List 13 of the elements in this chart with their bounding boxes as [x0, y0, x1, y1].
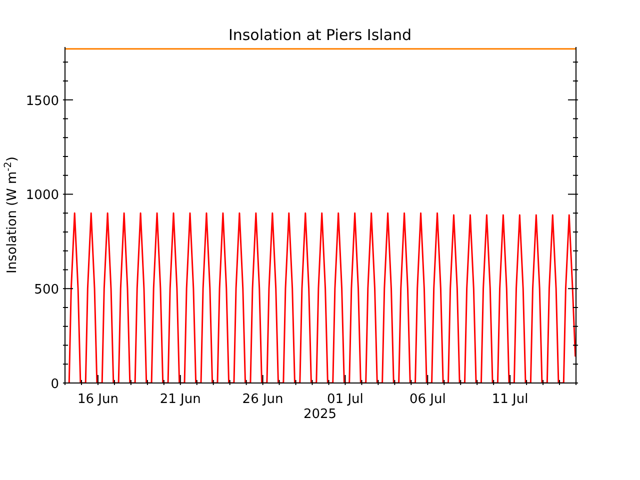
- y-tick-label: 1000: [26, 188, 59, 204]
- x-axis-title: 2025: [303, 407, 337, 422]
- chart-title: Insolation at Piers Island: [228, 26, 412, 44]
- x-tick-label: 11 Jul: [492, 392, 528, 407]
- line-series: [68, 212, 576, 383]
- x-tick-label: 06 Jul: [409, 392, 446, 407]
- x-tick-label: 26 Jun: [242, 392, 284, 407]
- x-tick-label: 21 Jun: [160, 392, 201, 407]
- x-tick-label: 01 Jul: [327, 392, 364, 407]
- y-tick-label: 500: [34, 282, 59, 298]
- x-tick-label: 16 Jun: [77, 392, 118, 407]
- y-tick-label: 0: [50, 377, 59, 392]
- y-tick-label: 1500: [26, 94, 59, 109]
